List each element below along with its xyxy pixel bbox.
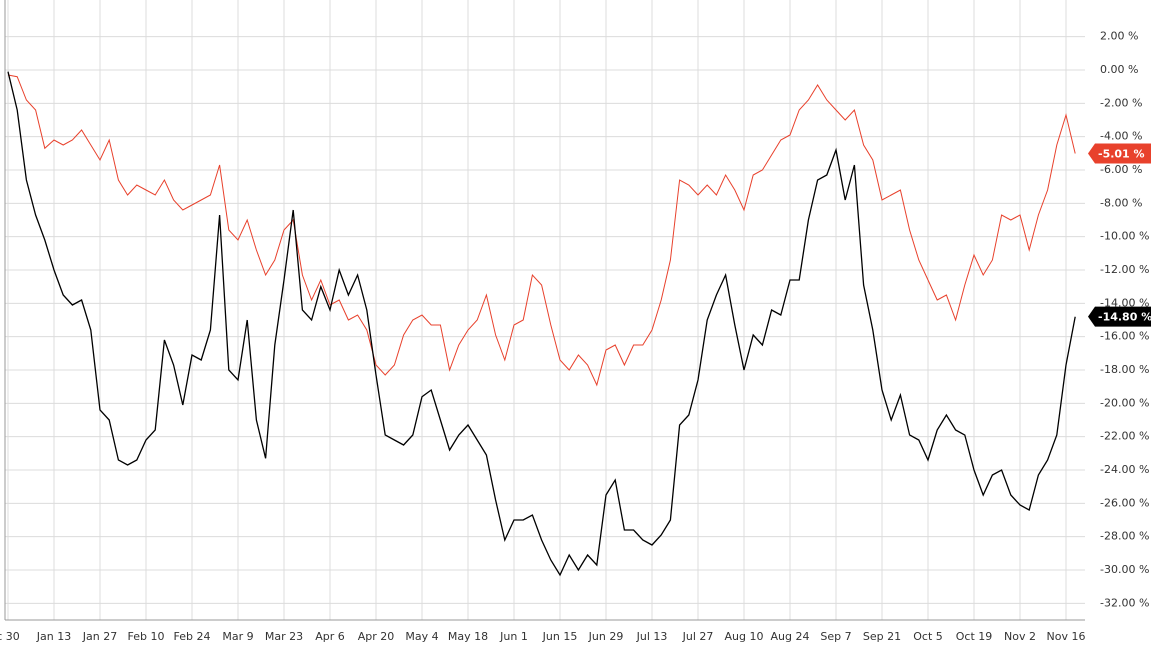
y-tick-label: 0.00 % — [1100, 63, 1138, 76]
series-line — [7, 74, 1076, 387]
y-tick-label: -16.00 % — [1100, 330, 1149, 343]
y-tick-label: -26.00 % — [1100, 496, 1149, 509]
y-tick-label: -12.00 % — [1100, 263, 1149, 276]
x-tick-label: Oct 19 — [956, 630, 993, 643]
y-tick-label: -18.00 % — [1100, 363, 1149, 376]
x-tick-label: Feb 24 — [174, 630, 211, 643]
x-tick-label: Apr 6 — [315, 630, 345, 643]
x-tick-label: Jun 29 — [588, 630, 624, 643]
x-tick-label: May 18 — [448, 630, 488, 643]
x-tick-label: Feb 10 — [128, 630, 165, 643]
x-tick-label: Nov 16 — [1047, 630, 1086, 643]
x-tick-label: Apr 20 — [358, 630, 395, 643]
series-line — [7, 71, 1076, 577]
y-tick-label: -30.00 % — [1100, 563, 1149, 576]
x-tick-label: Jun 15 — [542, 630, 578, 643]
badge-box — [1088, 143, 1151, 164]
x-tick-label: Mar 23 — [265, 630, 303, 643]
y-tick-label: -6.00 % — [1100, 163, 1142, 176]
y-tick-label: -22.00 % — [1100, 430, 1149, 443]
x-tick-label: Mar 9 — [222, 630, 253, 643]
value-label: -14.80 % — [1098, 311, 1152, 324]
x-tick-label: Jan 27 — [82, 630, 117, 643]
x-tick-label: Sep 7 — [820, 630, 851, 643]
x-tick-label: Oct 5 — [913, 630, 943, 643]
y-tick-label: 2.00 % — [1100, 30, 1138, 43]
y-tick-label: -14.00 % — [1100, 296, 1149, 309]
x-tick-label: Aug 10 — [725, 630, 764, 643]
value-label: -5.01 % — [1098, 148, 1145, 161]
y-tick-label: -32.00 % — [1100, 596, 1149, 609]
x-tick-label: Jun 1 — [499, 630, 528, 643]
y-tick-label: -10.00 % — [1100, 230, 1149, 243]
y-tick-label: -2.00 % — [1100, 96, 1142, 109]
value-badge: -14.80 % — [1088, 306, 1152, 327]
badge-box — [1088, 306, 1151, 327]
x-tick-label: Jan 13 — [36, 630, 71, 643]
x-tick-label: May 4 — [405, 630, 438, 643]
y-tick-label: -4.00 % — [1100, 130, 1142, 143]
x-tick-label: Jul 27 — [682, 630, 714, 643]
x-tick-label: Sep 21 — [863, 630, 901, 643]
x-tick-label: c 30 — [0, 630, 20, 643]
value-badge: -5.01 % — [1088, 143, 1151, 164]
x-tick-label: Nov 2 — [1004, 630, 1036, 643]
x-tick-label: Aug 24 — [771, 630, 810, 643]
y-tick-label: -28.00 % — [1100, 530, 1149, 543]
y-tick-label: -20.00 % — [1100, 396, 1149, 409]
y-tick-label: -8.00 % — [1100, 196, 1142, 209]
y-tick-label: -24.00 % — [1100, 463, 1149, 476]
x-tick-label: Jul 13 — [636, 630, 668, 643]
